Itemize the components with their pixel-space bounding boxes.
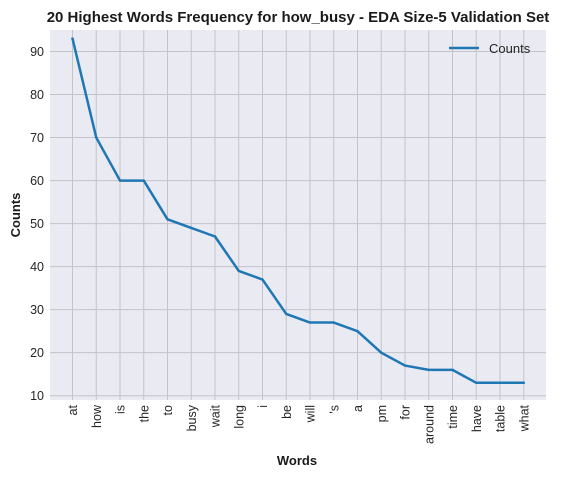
x-tick-label: time — [446, 405, 460, 429]
data-point — [71, 37, 74, 40]
plot-area — [50, 30, 546, 400]
y-tick-label: 70 — [30, 131, 44, 145]
series-line-counts — [71, 37, 525, 385]
y-tick-label: 10 — [30, 389, 44, 403]
data-point — [142, 179, 145, 182]
x-tick-label: be — [280, 405, 294, 419]
data-point — [403, 364, 407, 367]
x-tick-label: for — [399, 405, 413, 420]
y-tick-label: 80 — [30, 88, 44, 102]
data-point — [380, 351, 383, 354]
x-tick-label: 's — [327, 405, 341, 414]
y-axis-label: Counts — [8, 193, 23, 238]
y-tick-label: 30 — [30, 303, 44, 317]
data-point — [166, 218, 169, 221]
x-tick-label: will — [304, 405, 318, 423]
data-point — [308, 321, 312, 324]
y-tick-label: 20 — [30, 346, 44, 360]
data-point — [451, 368, 454, 372]
x-axis-ticks: at how is the to busy wait long i be will 's a pm for a… — [66, 404, 531, 444]
series-layer — [71, 37, 525, 385]
data-point — [332, 321, 335, 324]
data-point — [498, 381, 502, 384]
x-tick-label: wait — [209, 404, 223, 428]
data-point — [237, 269, 240, 273]
y-axis-ticks: 10 20 30 40 50 60 70 80 90 — [30, 45, 44, 403]
data-point — [285, 312, 288, 316]
legend-label-counts: Counts — [489, 41, 531, 56]
x-tick-label: table — [494, 405, 508, 432]
x-tick-label: is — [114, 405, 128, 414]
x-tick-label: pm — [375, 405, 389, 422]
x-tick-label: how — [90, 404, 104, 428]
x-tick-label: busy — [185, 404, 199, 431]
data-point — [261, 278, 264, 281]
y-tick-label: 50 — [30, 217, 44, 231]
data-point — [190, 226, 193, 230]
data-point — [118, 179, 122, 182]
data-point — [522, 381, 525, 384]
data-point — [356, 329, 359, 333]
x-tick-label: i — [256, 405, 270, 408]
data-point — [213, 235, 217, 238]
x-tick-label: the — [137, 405, 151, 422]
x-axis-label: Words — [277, 453, 317, 468]
data-point — [427, 368, 430, 372]
y-tick-label: 90 — [30, 45, 44, 59]
x-tick-label: at — [66, 404, 80, 415]
data-point — [95, 136, 98, 139]
x-tick-label: what — [517, 404, 531, 432]
y-tick-label: 60 — [30, 174, 44, 188]
data-point — [475, 381, 478, 384]
x-tick-label: to — [161, 405, 175, 415]
y-tick-label: 40 — [30, 260, 44, 274]
x-tick-label: a — [351, 405, 365, 412]
x-tick-label: long — [232, 405, 246, 429]
chart-title: 20 Highest Words Frequency for how_busy … — [47, 9, 550, 26]
x-tick-label: have — [470, 405, 484, 432]
x-tick-label: around — [422, 405, 436, 444]
legend: Counts — [449, 41, 531, 56]
